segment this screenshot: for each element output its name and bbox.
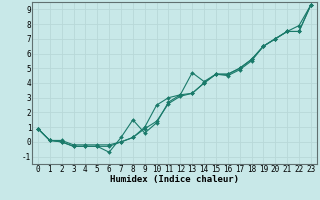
X-axis label: Humidex (Indice chaleur): Humidex (Indice chaleur) xyxy=(110,175,239,184)
